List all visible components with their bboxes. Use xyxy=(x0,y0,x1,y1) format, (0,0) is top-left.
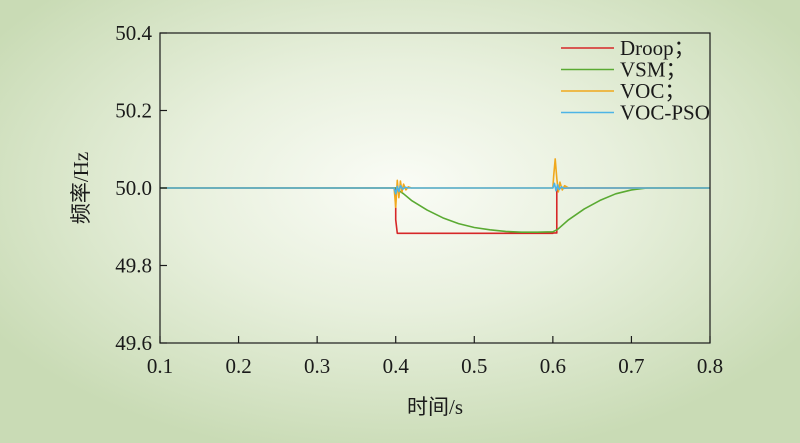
y-tick-label: 50.0 xyxy=(115,176,152,200)
series-layer xyxy=(160,158,710,235)
legend-label: Droop； xyxy=(620,36,695,60)
legend-label: VOC-PSO xyxy=(620,101,710,125)
series-line-0 xyxy=(160,187,710,235)
legend-label: VOC； xyxy=(620,79,685,103)
y-tick-label: 50.2 xyxy=(115,99,152,123)
ticks-layer xyxy=(159,32,711,344)
x-axis-title: 时间/s xyxy=(407,395,463,419)
y-tick-label: 50.4 xyxy=(115,21,152,45)
y-tick-label: 49.8 xyxy=(115,254,152,278)
x-tick-label: 0.4 xyxy=(383,354,410,378)
x-tick-label: 0.5 xyxy=(461,354,487,378)
legend: Droop；VSM；VOC；VOC-PSO xyxy=(561,36,710,125)
series-line-2 xyxy=(160,158,710,209)
x-tick-label: 0.6 xyxy=(540,354,566,378)
x-tick-label: 0.2 xyxy=(225,354,251,378)
x-tick-label: 0.8 xyxy=(697,354,723,378)
legend-label: VSM； xyxy=(620,58,687,82)
x-tick-label: 0.7 xyxy=(618,354,644,378)
x-tick-label: 0.3 xyxy=(304,354,330,378)
series-line-1 xyxy=(160,187,710,233)
series-line-3 xyxy=(160,182,710,195)
y-axis-title: 频率/Hz xyxy=(69,152,93,224)
labels-layer: 0.1 0.2 0.3 0.4 0.5 0.6 0.7 0.8 49.6 49.8 50.0 50.2… xyxy=(115,21,723,378)
x-tick-label: 0.1 xyxy=(147,354,173,378)
y-tick-label: 49.6 xyxy=(115,331,152,355)
